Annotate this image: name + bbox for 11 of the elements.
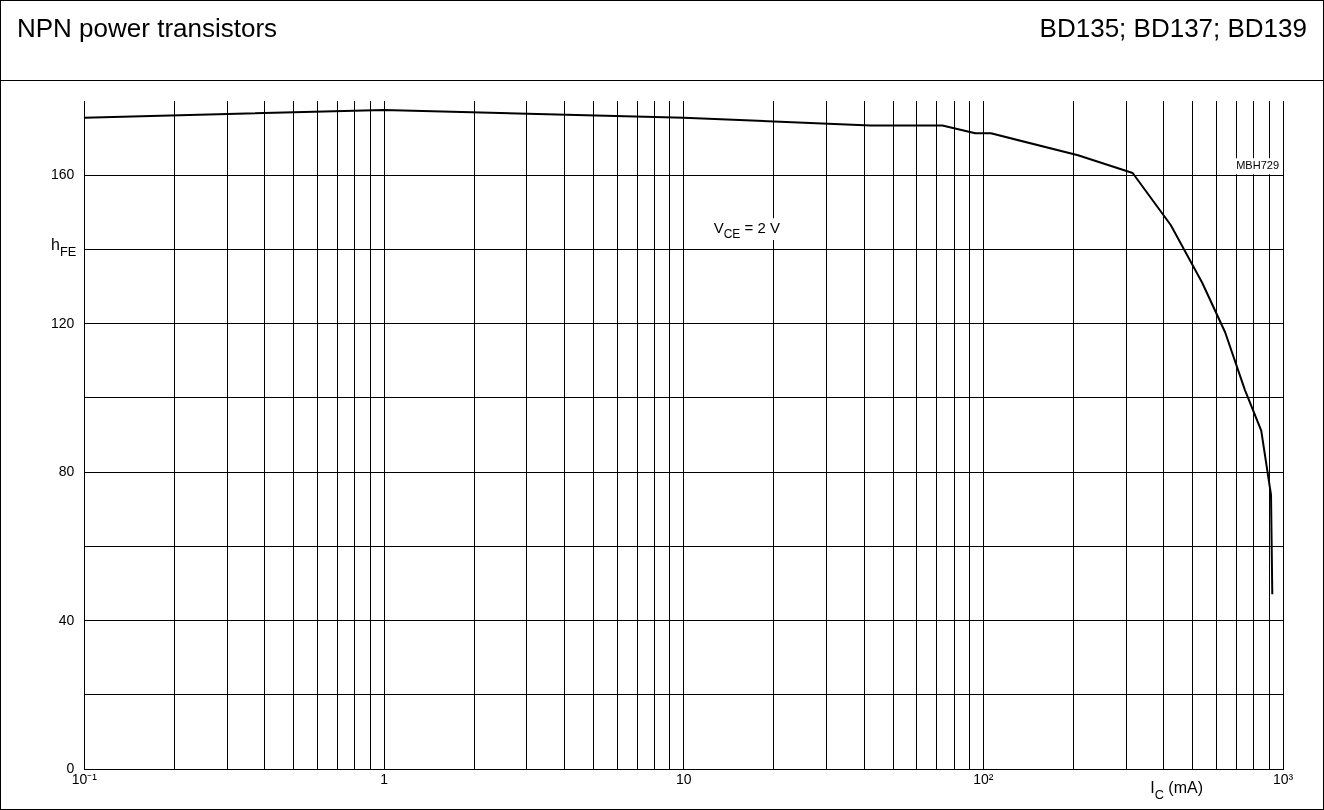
- x-tick-label: 10³: [1272, 771, 1294, 788]
- chart-subtitle: BD135; BD137; BD139: [1039, 13, 1307, 44]
- y-tick-label: 40: [58, 611, 75, 628]
- x-tick-label: 10²: [973, 771, 994, 788]
- chart-title: NPN power transistors: [17, 13, 278, 44]
- y-tick-label: 80: [58, 463, 75, 480]
- y-tick-label: 160: [51, 166, 75, 183]
- x-tick-label: 1: [380, 771, 389, 788]
- annotation: MBH729: [1236, 159, 1279, 172]
- x-tick-label: 10: [675, 771, 692, 788]
- y-tick-label: 120: [51, 314, 75, 331]
